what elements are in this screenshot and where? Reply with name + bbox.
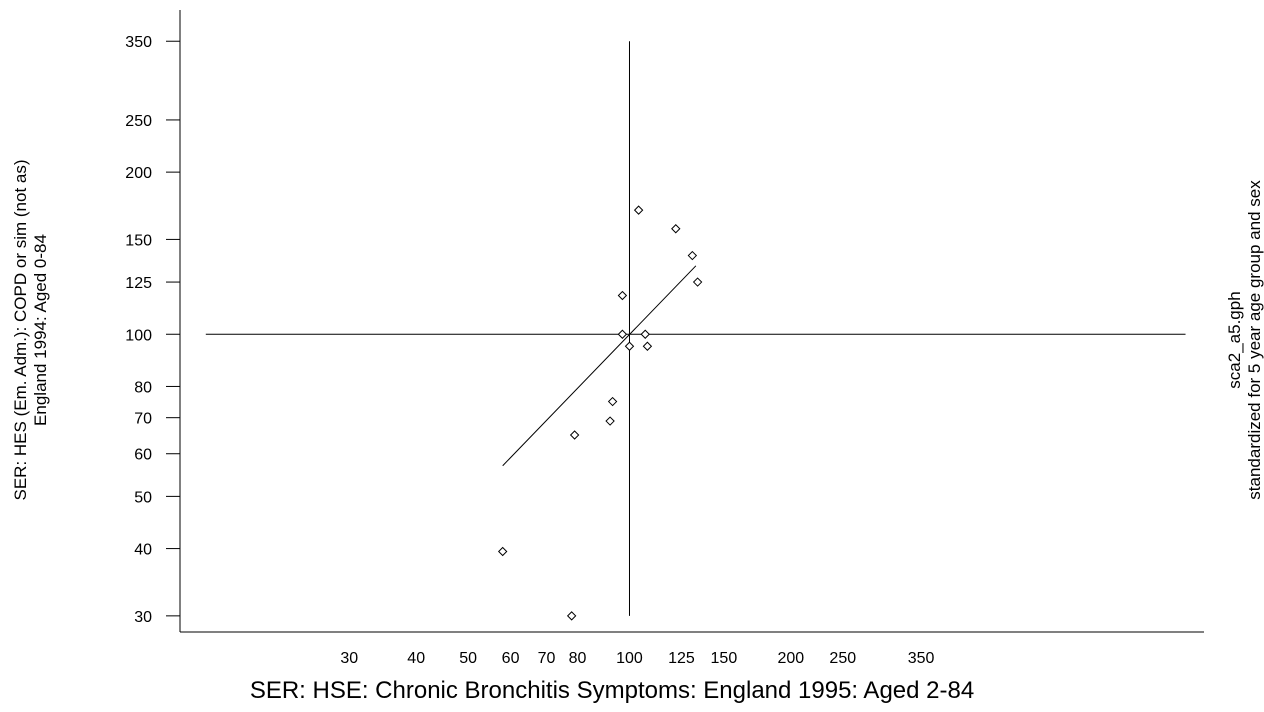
data-point xyxy=(569,430,580,440)
x-tick-label: 100 xyxy=(616,650,643,667)
x-ticks: 30 40 50 60 70 80 100 125 150 200 250 350 xyxy=(340,650,934,667)
data-point xyxy=(617,290,628,301)
y-tick-label: 250 xyxy=(125,113,152,130)
y-tick-label: 60 xyxy=(134,447,152,464)
data-point xyxy=(671,224,681,234)
y-tick-label: 70 xyxy=(134,411,152,428)
y-tick-label: 50 xyxy=(134,489,152,506)
data-point xyxy=(633,205,644,215)
data-points xyxy=(497,205,703,621)
x-tick-label: 70 xyxy=(538,650,556,667)
y-ticks: 30 40 50 60 70 80 100 125 150 200 250 350 xyxy=(125,34,180,626)
axes xyxy=(179,10,1204,633)
fit-line-group xyxy=(502,265,697,467)
data-point xyxy=(687,250,698,261)
y-tick-label: 100 xyxy=(125,327,152,344)
y-axis-title-line1: SER: HES (Em. Adm.): COPD or sim (not as… xyxy=(11,159,30,500)
y-tick-label: 80 xyxy=(134,379,152,396)
data-point xyxy=(605,416,615,426)
x-tick-label: 30 xyxy=(340,650,358,667)
data-point xyxy=(497,546,508,557)
y-tick-label: 125 xyxy=(125,275,152,292)
right-label-note: standardized for 5 year age group and se… xyxy=(1245,180,1264,500)
x-tick-label: 250 xyxy=(829,650,856,667)
x-tick-label: 40 xyxy=(407,650,425,667)
y-tick-label: 150 xyxy=(125,232,152,249)
y-tick-label: 200 xyxy=(125,165,152,182)
reference-lines xyxy=(205,41,1186,616)
x-tick-label: 80 xyxy=(569,650,587,667)
data-point xyxy=(607,396,618,407)
y-tick-label: 350 xyxy=(125,34,152,51)
fit-line xyxy=(502,265,697,467)
data-point xyxy=(566,611,577,621)
data-point xyxy=(640,329,650,339)
x-tick-label: 50 xyxy=(459,650,477,667)
right-label-filename: sca2_a5.gph xyxy=(1225,291,1244,388)
y-tick-label: 30 xyxy=(134,609,152,626)
x-tick-label: 125 xyxy=(668,650,695,667)
x-tick-label: 60 xyxy=(502,650,520,667)
y-tick-label: 40 xyxy=(134,542,152,559)
x-tick-label: 150 xyxy=(711,650,738,667)
x-tick-label: 350 xyxy=(908,650,935,667)
data-point xyxy=(624,341,635,351)
data-point xyxy=(642,341,653,351)
data-point xyxy=(692,277,703,287)
data-point xyxy=(617,329,628,339)
y-axis-title-line2: England 1994: Aged 0-84 xyxy=(31,234,50,426)
x-axis-title: SER: HSE: Chronic Bronchitis Symptoms: E… xyxy=(250,677,974,704)
x-tick-label: 200 xyxy=(777,650,804,667)
